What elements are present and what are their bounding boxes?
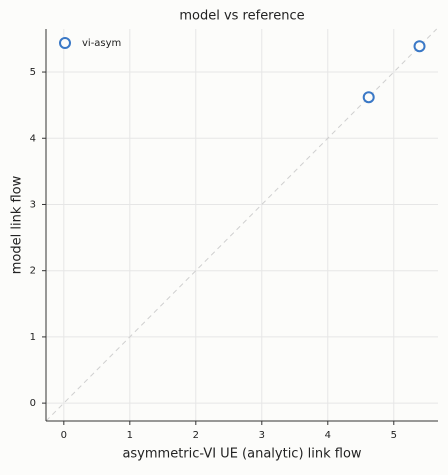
y-tick-label: 2 <box>30 266 36 277</box>
legend-marker <box>59 37 71 49</box>
y-tick-label: 1 <box>30 332 36 343</box>
x-tick-label: 5 <box>391 430 397 441</box>
chart-title: model vs reference <box>179 9 304 24</box>
x-axis-label: asymmetric-VI UE (analytic) link flow <box>122 447 361 462</box>
point <box>362 91 375 104</box>
y-tick-label: 0 <box>30 398 36 409</box>
legend-label: vi-asym <box>82 38 121 49</box>
y-tick-label: 3 <box>30 199 36 210</box>
y-tick-label: 4 <box>30 133 36 144</box>
x-tick-label: 0 <box>61 430 67 441</box>
y-axis-label: model link flow <box>10 175 25 274</box>
x-tick-label: 1 <box>127 430 133 441</box>
x-tick-label: 2 <box>193 430 199 441</box>
x-tick-label: 4 <box>325 430 331 441</box>
x-tick-label: 3 <box>259 430 265 441</box>
reference-line <box>45 28 438 422</box>
y-tick-label: 5 <box>30 67 36 78</box>
point <box>413 40 426 53</box>
